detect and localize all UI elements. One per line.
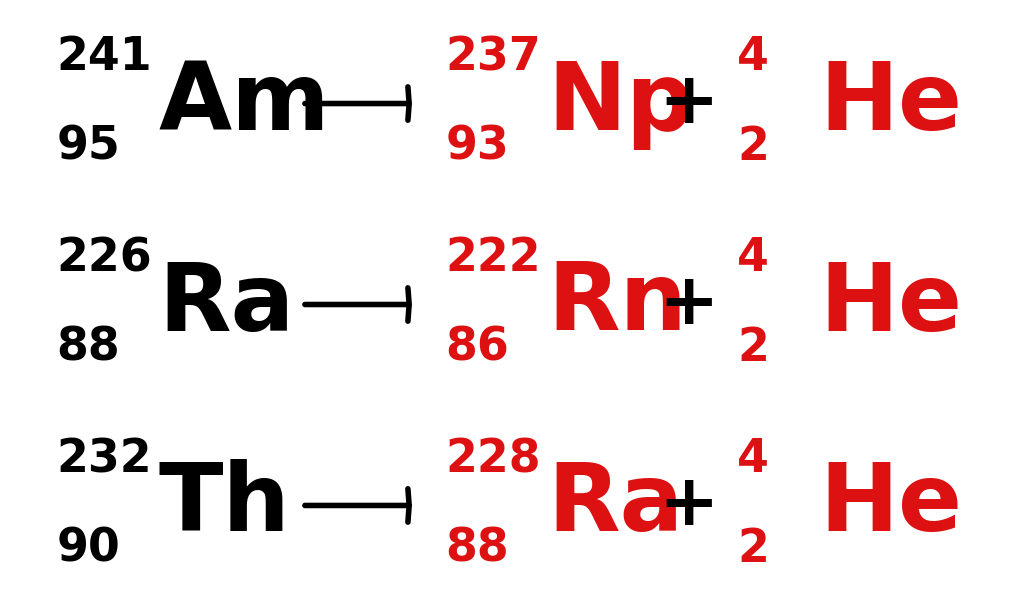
Text: 2: 2	[737, 326, 769, 371]
Text: +: +	[657, 471, 719, 540]
Text: Rn: Rn	[548, 258, 688, 351]
Text: Th: Th	[159, 459, 291, 552]
Text: 228: 228	[445, 437, 541, 482]
Text: 4: 4	[737, 437, 769, 482]
Text: 95: 95	[56, 125, 120, 170]
Text: 90: 90	[56, 527, 120, 572]
Text: 226: 226	[56, 236, 153, 281]
Text: +: +	[657, 69, 719, 138]
Text: He: He	[819, 57, 963, 150]
Text: Np: Np	[548, 57, 694, 150]
Text: He: He	[819, 459, 963, 552]
Text: 93: 93	[445, 125, 509, 170]
Text: 232: 232	[56, 437, 152, 482]
Text: +: +	[657, 270, 719, 339]
Text: He: He	[819, 258, 963, 351]
Text: 86: 86	[445, 326, 509, 371]
Text: 88: 88	[445, 527, 509, 572]
Text: Ra: Ra	[159, 258, 295, 351]
Text: 2: 2	[737, 527, 769, 572]
Text: 2: 2	[737, 125, 769, 170]
Text: 222: 222	[445, 236, 541, 281]
Text: 241: 241	[56, 35, 152, 80]
Text: Ra: Ra	[548, 459, 684, 552]
Text: 4: 4	[737, 236, 769, 281]
Text: Am: Am	[159, 57, 331, 150]
Text: 88: 88	[56, 326, 120, 371]
Text: 237: 237	[445, 35, 542, 80]
Text: 4: 4	[737, 35, 769, 80]
